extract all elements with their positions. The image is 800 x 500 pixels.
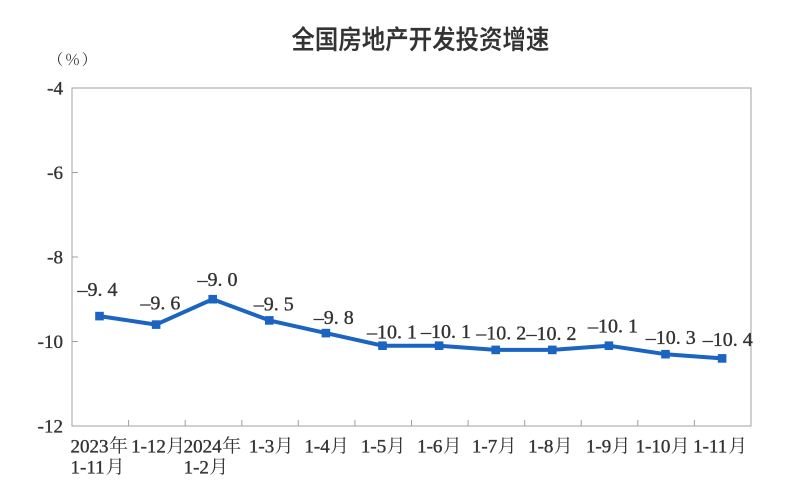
svg-text:2023: 2023 (71, 436, 109, 457)
svg-text:–10. 2: –10. 2 (475, 323, 526, 345)
svg-text:–10. 4: –10. 4 (702, 329, 753, 351)
svg-text:1-5: 1-5 (361, 436, 386, 457)
svg-text:1-6: 1-6 (417, 436, 442, 457)
svg-text:1-3: 1-3 (249, 436, 274, 457)
svg-text:1-8: 1-8 (528, 436, 553, 457)
svg-text:–10. 2: –10. 2 (526, 323, 577, 345)
svg-text:–9. 6: –9. 6 (139, 292, 180, 314)
svg-text:-6: -6 (47, 163, 63, 184)
svg-text:-4: -4 (47, 79, 63, 100)
svg-text:1-10: 1-10 (636, 436, 671, 457)
svg-text:–9. 5: –9. 5 (253, 293, 294, 315)
svg-text:1-9: 1-9 (586, 436, 611, 457)
svg-text:–9. 0: –9. 0 (197, 269, 238, 291)
svg-text:1-12: 1-12 (131, 436, 166, 457)
svg-text:1-2: 1-2 (184, 457, 209, 478)
svg-text:–10. 1: –10. 1 (366, 321, 417, 343)
svg-text:-10: -10 (38, 332, 63, 353)
svg-text:2024: 2024 (184, 436, 223, 457)
svg-text:–10. 1: –10. 1 (587, 315, 638, 337)
svg-text:1-11: 1-11 (71, 457, 105, 478)
svg-text:1-7: 1-7 (472, 436, 497, 457)
svg-text:-8: -8 (47, 248, 63, 269)
svg-text:–9. 4: –9. 4 (77, 279, 118, 301)
svg-text:1-11: 1-11 (693, 436, 727, 457)
svg-text:–10. 3: –10. 3 (645, 327, 696, 349)
svg-text:1-4: 1-4 (304, 436, 330, 457)
svg-text:-12: -12 (38, 417, 63, 438)
svg-text:–9. 8: –9. 8 (313, 307, 354, 329)
svg-text:–10. 1: –10. 1 (420, 321, 471, 343)
